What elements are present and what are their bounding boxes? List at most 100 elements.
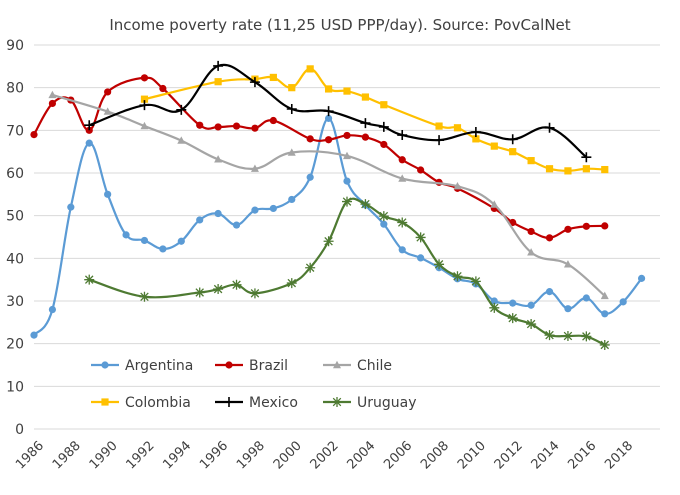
point-colombia	[288, 84, 296, 92]
legend-label-argentina: Argentina	[125, 358, 193, 374]
point-argentina	[251, 206, 259, 214]
x-tick-label: 1990	[87, 438, 121, 472]
point-brazil	[251, 124, 259, 132]
point-brazil	[417, 166, 425, 174]
point-colombia	[545, 165, 554, 173]
point-argentina	[30, 331, 38, 339]
point-colombia	[453, 124, 462, 132]
point-uruguay	[562, 330, 573, 341]
point-chile	[287, 148, 296, 156]
point-colombia	[269, 73, 277, 82]
point-brazil	[159, 84, 167, 93]
series-mexico	[84, 60, 592, 163]
point-chile	[250, 164, 259, 172]
point-uruguay	[231, 279, 242, 290]
point-argentina	[214, 209, 222, 218]
point-uruguay	[84, 274, 95, 285]
y-tick-label: 60	[6, 166, 24, 182]
point-chile	[527, 248, 536, 256]
point-uruguay	[470, 276, 481, 287]
point-uruguay	[581, 331, 592, 342]
point-brazil	[30, 131, 38, 139]
point-mexico	[286, 104, 297, 114]
point-argentina	[398, 246, 406, 254]
y-tick-label: 20	[6, 337, 24, 353]
point-mexico	[249, 77, 260, 88]
point-uruguay	[194, 287, 205, 298]
point-uruguay	[286, 278, 297, 289]
point-argentina	[601, 310, 609, 318]
point-brazil	[564, 225, 572, 233]
point-argentina	[269, 204, 277, 213]
point-mexico	[434, 135, 445, 146]
point-uruguay	[452, 271, 463, 282]
x-tick-label: 2018	[602, 438, 636, 472]
point-chile	[563, 260, 572, 268]
point-brazil	[232, 122, 241, 130]
point-brazil	[140, 74, 149, 82]
series-colombia	[140, 65, 609, 175]
point-uruguay	[415, 232, 426, 243]
point-brazil	[85, 126, 93, 134]
point-colombia	[472, 135, 480, 143]
point-colombia	[582, 165, 590, 173]
point-mexico	[323, 106, 334, 117]
point-brazil	[343, 131, 351, 140]
y-tick-label: 80	[6, 81, 24, 97]
point-argentina	[104, 190, 112, 198]
legend-marker-mexico	[224, 397, 234, 407]
x-tick-label: 1988	[50, 438, 84, 472]
point-mexico	[139, 100, 150, 111]
point-mexico	[360, 118, 371, 129]
point-chile	[398, 174, 407, 182]
point-argentina	[637, 274, 646, 282]
y-tick-label: 90	[6, 38, 24, 54]
y-axis-ticks: 0 10 20 30 40 50 60 70 80 90	[6, 38, 24, 438]
point-uruguay	[139, 291, 150, 302]
x-tick-label: 2002	[308, 438, 342, 472]
line-chile	[52, 93, 606, 297]
series-group	[30, 60, 646, 350]
point-brazil	[104, 88, 112, 96]
point-mexico	[507, 134, 518, 145]
point-brazil	[527, 227, 535, 236]
point-argentina	[490, 297, 498, 305]
point-argentina	[509, 299, 517, 307]
point-argentina	[343, 177, 351, 185]
x-tick-label: 2012	[492, 438, 526, 472]
point-argentina	[177, 237, 185, 245]
point-argentina	[122, 231, 130, 239]
legend-label-chile: Chile	[357, 358, 392, 374]
point-colombia	[435, 122, 443, 130]
x-tick-label: 2008	[418, 438, 452, 472]
point-argentina	[380, 220, 388, 228]
point-argentina	[417, 254, 425, 262]
point-chile	[343, 151, 351, 160]
point-colombia	[343, 87, 351, 95]
line-brazil	[33, 76, 605, 239]
point-argentina	[306, 173, 314, 181]
point-brazil	[380, 140, 388, 149]
legend-marker-argentina	[101, 361, 109, 369]
point-argentina	[48, 305, 57, 314]
legend-item-colombia: Colombia	[91, 395, 191, 411]
point-uruguay	[213, 284, 224, 295]
chart-title: Income poverty rate (11,25 USD PPP/day).…	[109, 16, 570, 34]
y-tick-label: 30	[6, 294, 24, 310]
point-brazil	[269, 116, 277, 125]
line-colombia	[144, 67, 605, 172]
point-colombia	[564, 167, 572, 175]
point-mexico	[397, 130, 408, 141]
line-uruguay	[88, 197, 606, 346]
point-chile	[103, 107, 112, 115]
x-tick-label: 2010	[455, 438, 489, 472]
point-brazil	[306, 135, 314, 143]
point-uruguay	[323, 236, 334, 247]
x-tick-label: 1986	[13, 438, 47, 472]
legend-item-uruguay: Uruguay	[323, 395, 417, 411]
point-brazil	[398, 156, 406, 164]
x-tick-label: 2016	[565, 438, 599, 472]
x-axis-ticks: 1986 1988 1990 1992 1994 1996 1998 2000 2002 2004…	[13, 438, 636, 472]
point-argentina	[527, 301, 535, 309]
point-chile	[177, 136, 186, 144]
